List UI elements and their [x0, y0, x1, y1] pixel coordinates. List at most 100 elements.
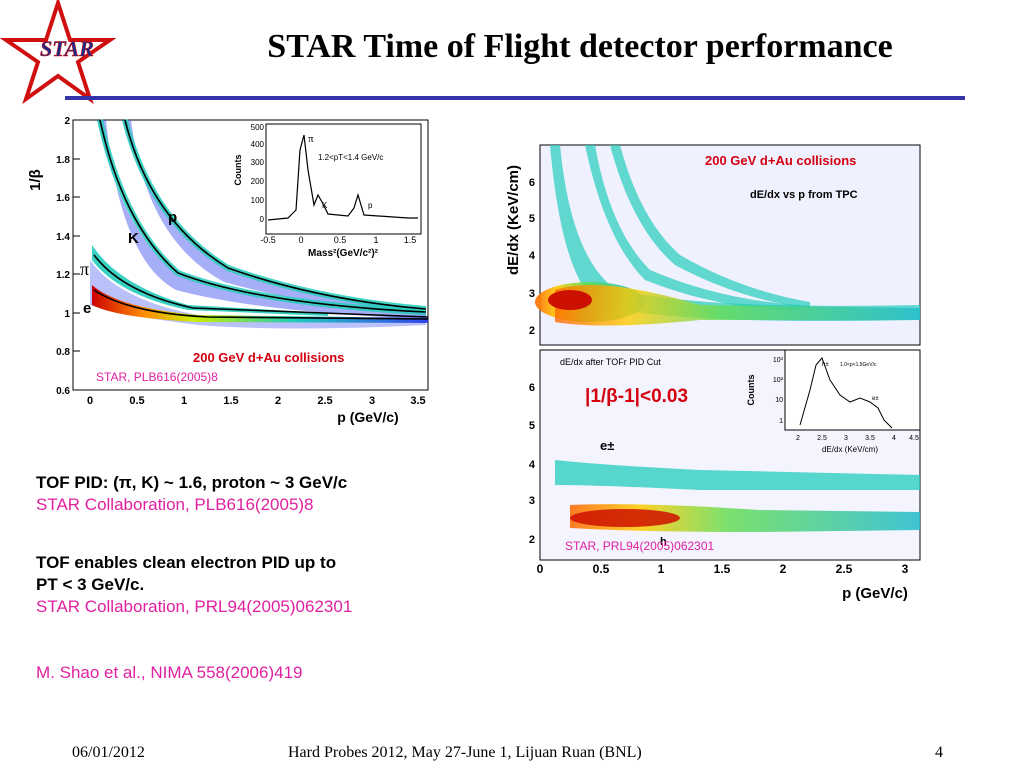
footer-center: Hard Probes 2012, May 27-June 1, Lijuan …	[288, 744, 642, 761]
top-panel-y-axis: 2 3 4 5 6	[529, 177, 536, 337]
inset-x-tick: 0	[298, 235, 303, 245]
inset-x-tick: 4	[892, 435, 896, 442]
x-tick-label: 0.5	[593, 562, 610, 576]
left-annotation-energy: 200 GeV d+Au collisions	[193, 350, 344, 365]
left-annotation-ref: STAR, PLB616(2005)8	[96, 370, 218, 384]
bottom-cut: |1/β-1|<0.03	[585, 386, 688, 407]
inset-y-tick: 10³	[773, 357, 784, 364]
y-tick-label: 5	[529, 213, 535, 225]
right-plot-y-label: dE/dx (KeV/cm)	[505, 165, 522, 275]
left-plot-y-axis: 0.6 0.8 1 1.2 1.4 1.6 1.8 2	[56, 116, 80, 397]
bottom-panel-y-axis: 2 3 4 5 6	[529, 382, 536, 546]
inset-x-tick: 4.5	[909, 435, 919, 442]
inset-y-tick: 300	[251, 158, 265, 167]
x-tick-label: 0	[537, 562, 544, 576]
inset-peak-k: K	[322, 201, 328, 210]
x-tick-label: 3.5	[410, 395, 425, 407]
x-tick-label: 2.5	[836, 562, 853, 576]
y-tick-label: 2	[529, 325, 535, 337]
bullet-electron-pid-line1: TOF enables clean electron PID up to	[36, 553, 337, 572]
inset-x-label: dE/dx (KeV/cm)	[822, 445, 878, 454]
inset-y-label: Counts	[746, 375, 756, 406]
inset-x-tick: 0.5	[334, 235, 347, 245]
inset-y-tick: 200	[251, 177, 265, 186]
right-plot-x-label: p (GeV/c)	[842, 585, 908, 602]
inset-peak-p: p	[368, 201, 373, 210]
star-shape-icon	[0, 0, 117, 105]
x-tick-label: 3	[369, 395, 375, 407]
x-tick-label: 0.5	[129, 395, 144, 407]
y-tick-label: 0.8	[56, 347, 70, 358]
inset-y-label: Counts	[233, 155, 243, 186]
label-proton: p	[168, 209, 177, 226]
dedx-inset: h± 1.0<p<1.5GeV/c e± 1 10 10² 10³ 2 2.5 …	[746, 349, 921, 454]
y-tick-label: 0.6	[56, 386, 70, 397]
tof-inverse-beta-plot: 0.6 0.8 1 1.2 1.4 1.6 1.8 2 1/β 0 0.5 1 …	[28, 110, 438, 430]
inset-x-tick: 1	[373, 235, 378, 245]
inset-x-tick: 2	[796, 435, 800, 442]
y-tick-label: 6	[529, 177, 535, 189]
bullet-electron-pid-line2: PT < 3 GeV/c.	[36, 575, 145, 594]
slide-title: STAR Time of Flight detector performance	[267, 28, 893, 65]
inset-range-label: 1.0<p<1.5GeV/c	[840, 362, 877, 368]
inset-cut-label: 1.2<pT<1.4 GeV/c	[318, 153, 383, 162]
y-tick-label: 1.8	[56, 155, 70, 166]
mass-squared-inset: 0 100 200 300 400 500 -0.5 0 0.5 1 1.5 C…	[233, 123, 422, 259]
inset-y-tick: 10²	[773, 377, 784, 384]
inset-h-label: h±	[822, 362, 829, 368]
inset-x-tick: 1.5	[404, 235, 417, 245]
bullet-tof-pid-text: TOF PID: (π, K) ~ 1.6, proton ~ 3 GeV/c	[36, 473, 348, 492]
y-tick-label: 2	[64, 116, 70, 127]
inset-e-label: e±	[872, 396, 879, 402]
inset-y-tick: 10	[775, 397, 783, 404]
inset-x-tick: -0.5	[260, 235, 276, 245]
inset-y-tick: 0	[260, 215, 265, 224]
y-tick-label: 3	[529, 288, 535, 300]
dedx-plot: 2 3 4 5 6 200 GeV d+Au collisions dE/dx …	[500, 140, 930, 610]
inset-y-tick: 400	[251, 140, 265, 149]
top-annotation-energy: 200 GeV d+Au collisions	[705, 153, 856, 168]
inset-x-label: Mass²(GeV/c²)²	[308, 248, 379, 259]
y-tick-label: 1.4	[56, 232, 70, 243]
bullet-tof-pid: TOF PID: (π, K) ~ 1.6, proton ~ 3 GeV/c …	[36, 472, 347, 516]
y-tick-label: 2	[529, 534, 535, 546]
left-plot-x-label: p (GeV/c)	[337, 409, 398, 425]
bottom-hadron-label: h	[660, 536, 667, 548]
bullet-electron-pid: TOF enables clean electron PID up to PT …	[36, 552, 352, 618]
inset-x-tick: 2.5	[817, 435, 827, 442]
inset-y-tick: 100	[251, 196, 265, 205]
inset-y-tick: 500	[251, 123, 265, 132]
left-plot-y-label: 1/β	[28, 169, 44, 191]
inset-x-tick: 3	[844, 435, 848, 442]
label-electron: e	[83, 300, 91, 317]
inset-y-tick: 1	[779, 418, 783, 425]
top-caption: dE/dx vs p from TPC	[750, 189, 858, 201]
x-tick-label: 1	[181, 395, 187, 407]
x-tick-label: 1.5	[714, 562, 731, 576]
left-plot-x-axis: 0 0.5 1 1.5 2 2.5 3 3.5	[87, 395, 426, 407]
right-plot-x-axis: 0 0.5 1 1.5 2 2.5 3	[537, 562, 909, 576]
x-tick-label: 2	[275, 395, 281, 407]
footer-page-number: 4	[935, 744, 943, 761]
y-tick-label: 4	[529, 459, 536, 471]
y-tick-label: 1.6	[56, 193, 70, 204]
label-pion: π	[80, 259, 89, 279]
bullet-shao-ref: M. Shao et al., NIMA 558(2006)419	[36, 663, 303, 682]
bottom-caption: dE/dx after TOFr PID Cut	[560, 357, 661, 367]
bottom-annotation-ref: STAR, PRL94(2005)062301	[565, 539, 715, 553]
x-tick-label: 3	[902, 562, 909, 576]
title-rule	[65, 96, 965, 100]
y-tick-label: 1.2	[56, 270, 70, 281]
bullet-tof-pid-ref: STAR Collaboration, PLB616(2005)8	[36, 495, 314, 514]
y-tick-label: 5	[529, 420, 535, 432]
x-tick-label: 2	[780, 562, 787, 576]
x-tick-label: 1.5	[223, 395, 238, 407]
x-tick-label: 1	[658, 562, 665, 576]
y-tick-label: 1	[64, 309, 70, 320]
y-tick-label: 4	[529, 250, 536, 262]
y-tick-label: 6	[529, 382, 535, 394]
inset-peak-pi: π	[308, 133, 314, 145]
logo-text: STAR	[40, 36, 94, 61]
bottom-electron-label: e±	[600, 438, 614, 453]
bullet-electron-pid-ref: STAR Collaboration, PRL94(2005)062301	[36, 597, 353, 616]
